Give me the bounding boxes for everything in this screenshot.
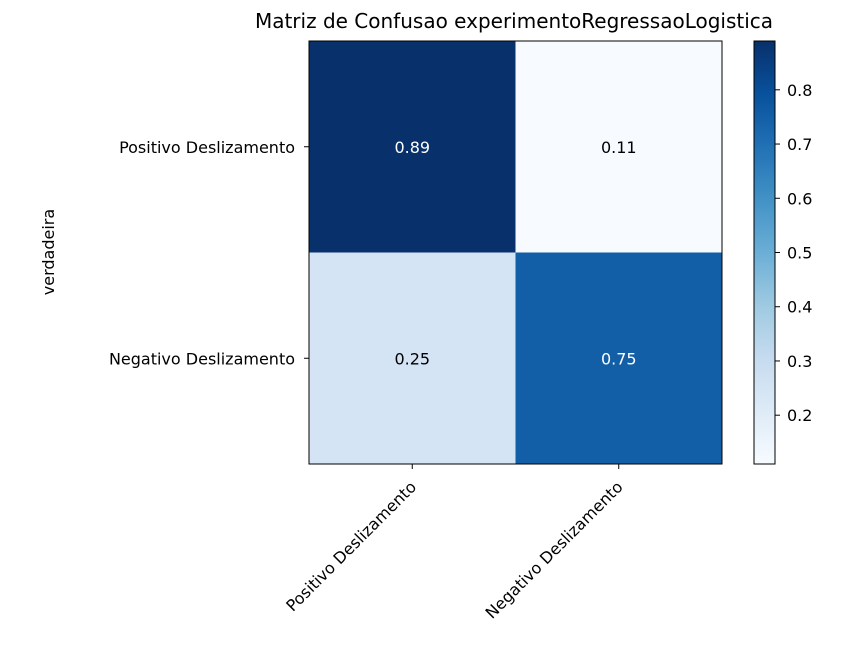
heatmap-cell-r0-c0 <box>309 41 516 253</box>
y-axis-ticks: Positivo Deslizamento Negativo Deslizamen… <box>109 138 309 368</box>
chart-title: Matriz de Confusao experimentoRegressaoL… <box>255 9 773 33</box>
x-tick-label: Positivo Deslizamento <box>282 477 420 615</box>
heatmap-cell-r1-c0 <box>309 252 516 464</box>
cell-value-label-r0-c0: 0.89 <box>394 138 430 157</box>
heatmap-cells <box>309 41 722 464</box>
colorbar-tick-label: 0.7 <box>787 135 812 154</box>
heatmap-cell-r1-c1 <box>515 252 722 464</box>
colorbar-tick-label: 0.2 <box>787 406 812 425</box>
colorbar-ticks: 0.2 0.3 0.4 0.5 0.6 0.7 0.8 <box>775 81 812 425</box>
colorbar-tick-label: 0.6 <box>787 189 812 208</box>
heatmap-cell-r0-c1 <box>515 41 722 253</box>
cell-value-label-r0-c1: 0.11 <box>601 138 637 157</box>
heatmap-cell-labels: 0.89 0.11 0.25 0.75 <box>394 138 636 369</box>
cell-value-label-r1-c1: 0.75 <box>601 349 637 368</box>
plot-frame <box>308 40 723 465</box>
cell-value-label-r1-c0: 0.25 <box>394 349 430 368</box>
colorbar: 0.2 0.3 0.4 0.5 0.6 0.7 0.8 <box>753 40 812 465</box>
colorbar-gradient <box>753 40 776 465</box>
x-axis-ticks: Positivo Deslizamento Negativo Deslizamen… <box>282 464 627 622</box>
y-tick-label: Negativo Deslizamento <box>109 349 295 368</box>
colorbar-tick-label: 0.4 <box>787 298 812 317</box>
colorbar-tick-label: 0.3 <box>787 352 812 371</box>
y-tick-label: Positivo Deslizamento <box>119 138 295 157</box>
x-tick-label: Negativo Deslizamento <box>482 477 627 622</box>
colorbar-tick-label: 0.8 <box>787 81 812 100</box>
y-axis-label: verdadeira <box>39 209 58 295</box>
colorbar-tick-label: 0.5 <box>787 244 812 263</box>
